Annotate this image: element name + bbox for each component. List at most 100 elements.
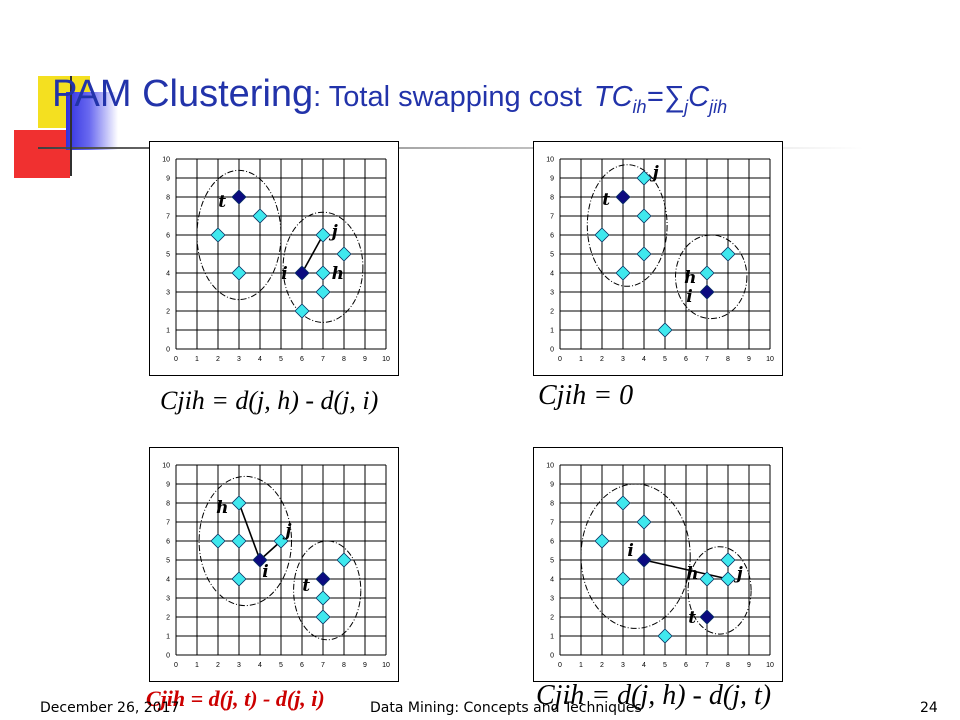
y-tick-label: 9: [166, 482, 170, 489]
plot-bottom-right: 0 1 2 3 4 5 6 7 8 9 10 0 1 2 3 4 5 6 7 8 9 10 i h j t: [533, 447, 783, 682]
object-point: [720, 571, 736, 587]
y-tick-label: 1: [550, 328, 554, 335]
title-sigma-sub: j: [684, 97, 689, 117]
object-point: [615, 495, 631, 511]
point-label: h: [686, 564, 699, 585]
x-tick-label: 4: [258, 356, 262, 363]
medoid-point: [252, 552, 268, 568]
x-tick-label: 2: [600, 356, 604, 363]
y-tick-label: 8: [166, 501, 170, 508]
plot-bottom-left: 0 1 2 3 4 5 6 7 8 9 10 0 1 2 3 4 5 6 7 8 9 10 h j i t: [149, 447, 399, 682]
x-tick-label: 2: [216, 662, 220, 669]
distance-segment: [238, 502, 261, 561]
y-tick-label: 6: [550, 233, 554, 240]
y-tick-label: 10: [162, 463, 170, 470]
x-tick-label: 1: [195, 356, 199, 363]
title-formula: TCih=∑jCjih: [594, 81, 727, 117]
medoid-point: [315, 571, 331, 587]
x-tick-label: 7: [705, 356, 709, 363]
decor-horizontal-rule: [38, 147, 864, 149]
x-tick-label: 5: [663, 662, 667, 669]
object-point: [210, 533, 226, 549]
x-tick-label: 10: [382, 662, 390, 669]
x-tick-label: 9: [747, 356, 751, 363]
point-label: i: [262, 562, 269, 583]
object-point: [315, 265, 331, 281]
x-tick-label: 6: [684, 662, 688, 669]
y-tick-label: 6: [166, 539, 170, 546]
y-tick-label: 10: [162, 157, 170, 164]
object-point: [636, 208, 652, 224]
object-point: [315, 227, 331, 243]
point-label: t: [302, 575, 311, 596]
point-label: i: [627, 541, 634, 562]
y-tick-label: 8: [550, 195, 554, 202]
point-label: h: [331, 263, 344, 284]
object-point: [315, 609, 331, 625]
x-tick-label: 3: [621, 356, 625, 363]
point-label: j: [736, 564, 743, 585]
y-tick-label: 0: [550, 653, 554, 660]
title-c-sub: jih: [709, 97, 728, 117]
object-point: [699, 571, 715, 587]
y-tick-label: 7: [550, 520, 554, 527]
medoid-point: [294, 265, 310, 281]
formula-top-right: Cjih = 0: [538, 380, 634, 411]
cluster-ellipse: [586, 164, 668, 287]
x-tick-label: 5: [279, 662, 283, 669]
y-tick-label: 2: [166, 615, 170, 622]
title-sub: : Total swapping cost: [313, 81, 582, 113]
y-tick-label: 0: [550, 347, 554, 354]
object-point: [231, 265, 247, 281]
medoid-point: [615, 189, 631, 205]
y-tick-label: 5: [166, 252, 170, 259]
medoid-point: [699, 284, 715, 300]
y-tick-label: 1: [166, 634, 170, 641]
object-point: [252, 208, 268, 224]
x-tick-label: 0: [174, 662, 178, 669]
x-tick-label: 3: [237, 662, 241, 669]
cluster-ellipse: [687, 546, 752, 635]
y-tick-label: 0: [166, 347, 170, 354]
point-label: t: [688, 607, 697, 628]
x-tick-label: 9: [747, 662, 751, 669]
x-tick-label: 6: [300, 356, 304, 363]
decor-vertical-rule: [70, 76, 72, 176]
object-point: [615, 571, 631, 587]
x-tick-label: 0: [558, 662, 562, 669]
y-tick-label: 7: [550, 214, 554, 221]
y-tick-label: 10: [546, 157, 554, 164]
cluster-ellipse: [675, 234, 748, 320]
x-tick-label: 1: [579, 356, 583, 363]
distance-segment: [643, 559, 729, 580]
formula-top-left: Cjih = d(j, h) - d(j, i): [160, 386, 379, 415]
object-point: [636, 170, 652, 186]
x-tick-label: 4: [642, 356, 646, 363]
x-tick-label: 8: [726, 662, 730, 669]
x-tick-label: 0: [174, 356, 178, 363]
x-tick-label: 6: [684, 356, 688, 363]
y-tick-label: 4: [550, 271, 554, 278]
object-point: [657, 628, 673, 644]
object-point: [657, 322, 673, 338]
x-tick-label: 9: [363, 356, 367, 363]
y-tick-label: 4: [550, 577, 554, 584]
y-tick-label: 6: [550, 539, 554, 546]
x-tick-label: 3: [237, 356, 241, 363]
x-tick-label: 1: [195, 662, 199, 669]
point-label: j: [331, 222, 338, 243]
point-label: j: [285, 520, 292, 541]
x-tick-label: 1: [579, 662, 583, 669]
point-label: t: [218, 191, 227, 212]
x-tick-label: 0: [558, 356, 562, 363]
y-tick-label: 3: [550, 290, 554, 297]
y-tick-label: 2: [550, 309, 554, 316]
y-tick-label: 5: [550, 252, 554, 259]
x-tick-label: 7: [705, 662, 709, 669]
cluster-ellipse: [198, 475, 293, 607]
object-point: [315, 284, 331, 300]
footer-date: December 26, 2017: [40, 700, 180, 716]
object-point: [720, 552, 736, 568]
footer-course: Data Mining: Concepts and Techniques: [370, 700, 642, 716]
y-tick-label: 3: [550, 596, 554, 603]
